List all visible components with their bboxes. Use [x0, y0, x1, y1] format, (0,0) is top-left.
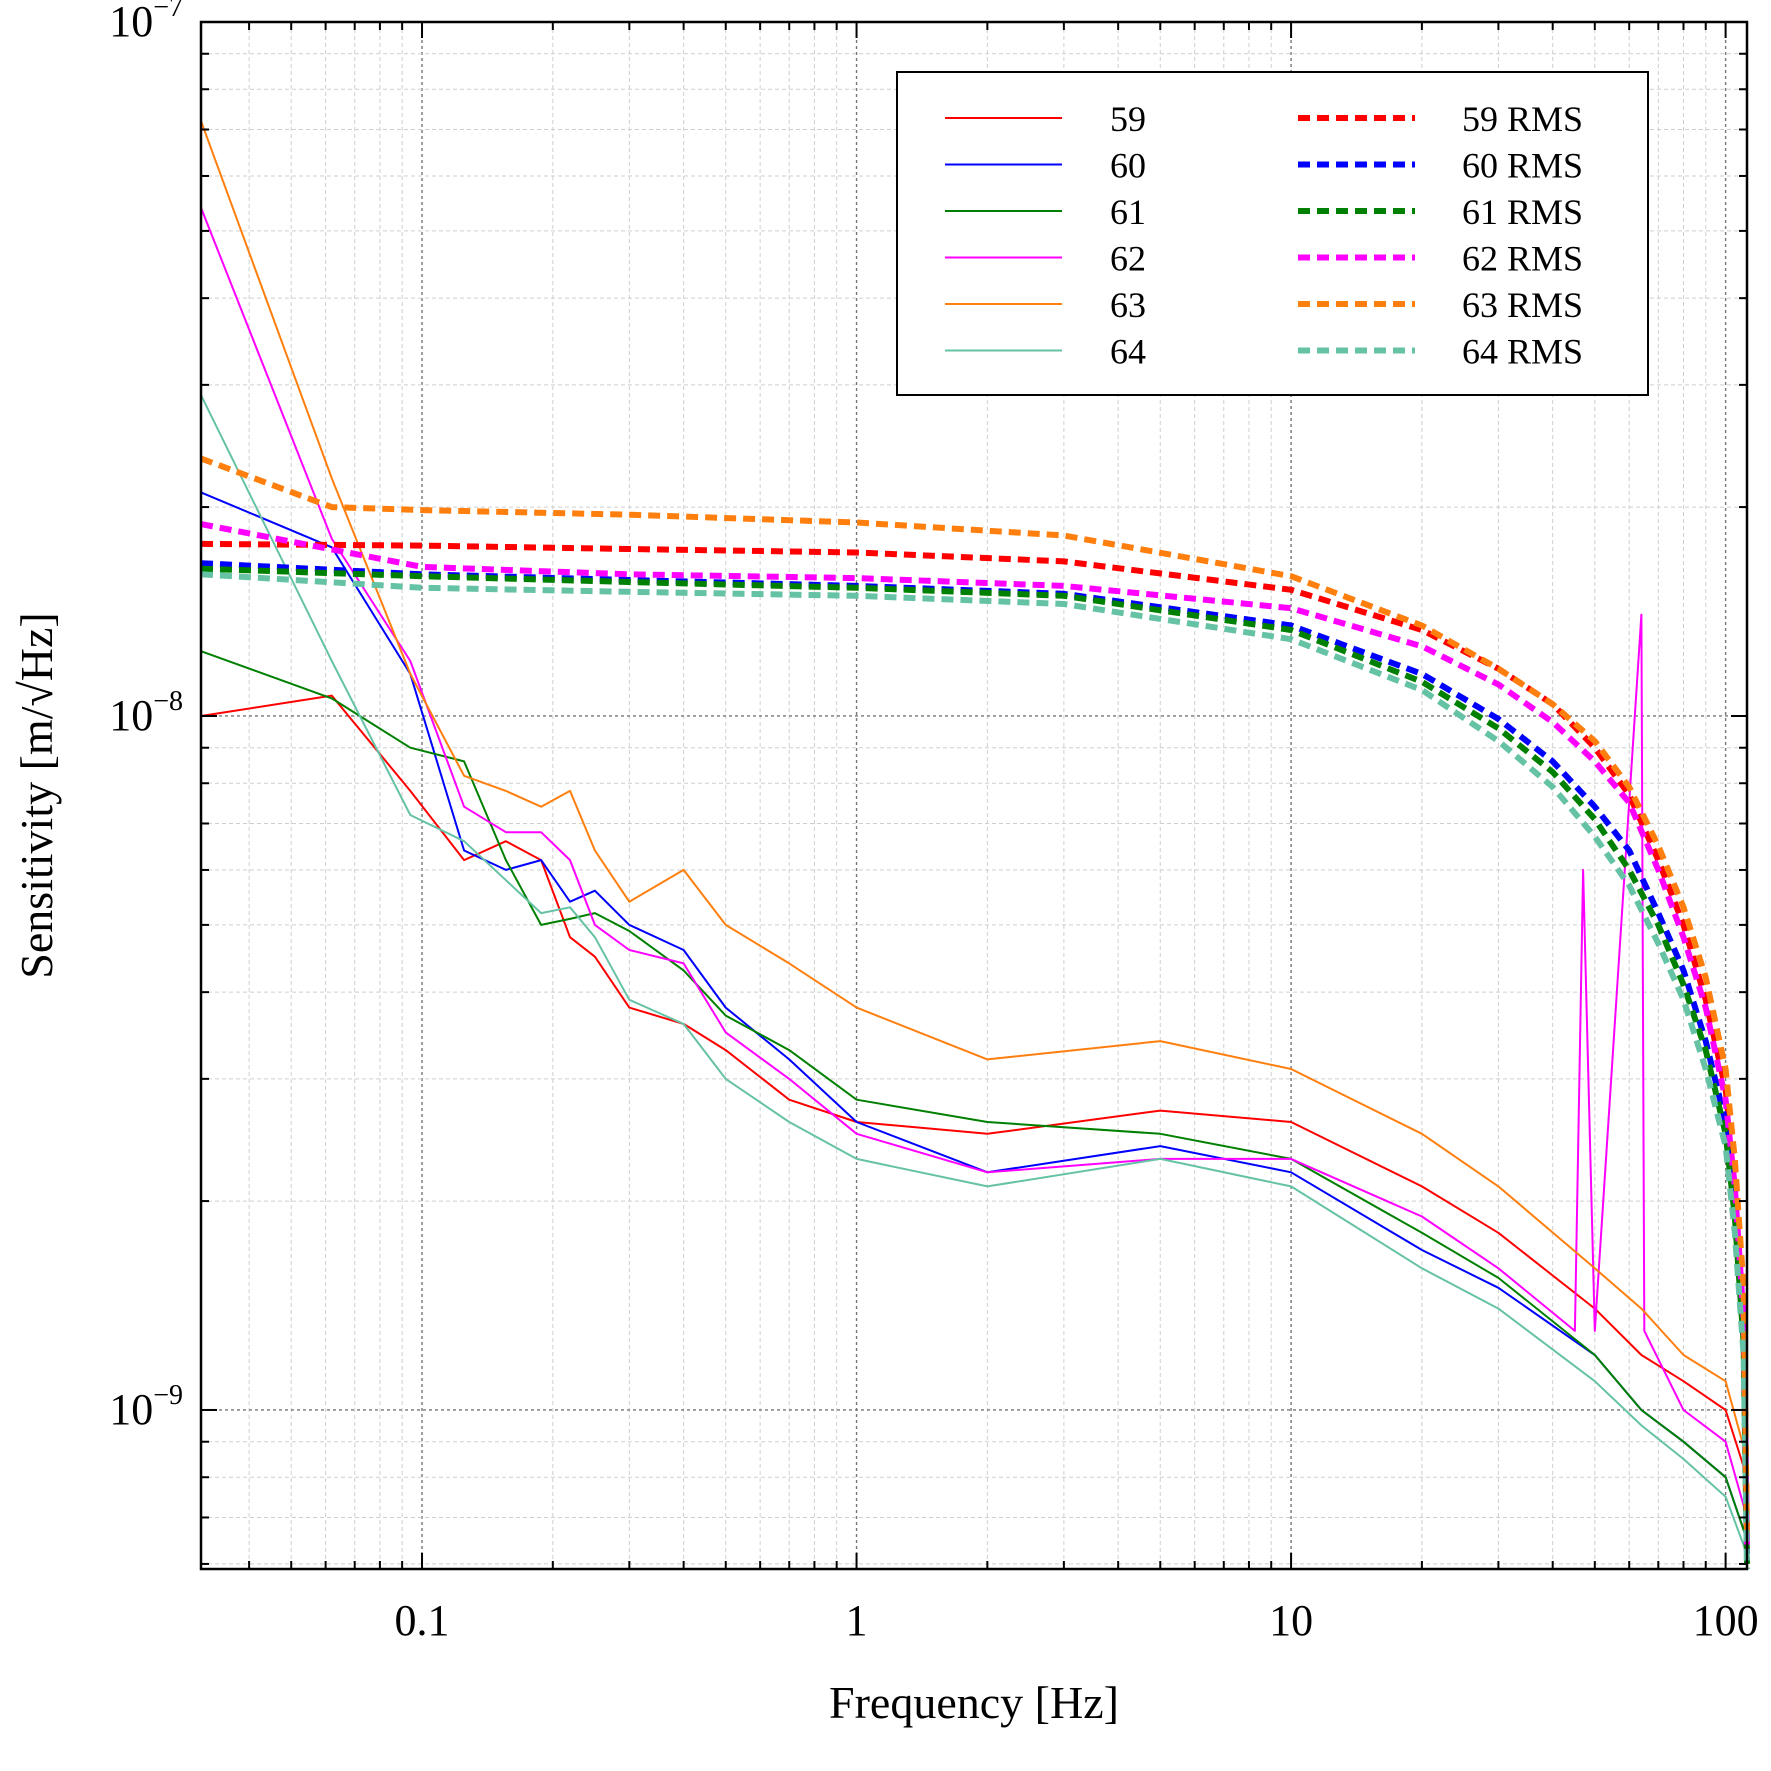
- series-line-63-rms: [199, 455, 1750, 1536]
- series-line-64-rms: [200, 571, 1750, 1570]
- legend-label: 60 RMS: [1462, 146, 1583, 186]
- legend-label: 60: [1110, 146, 1146, 186]
- legend-label: 62: [1110, 239, 1146, 279]
- series-line-64: [200, 394, 1748, 1555]
- series-line-62: [200, 207, 1748, 1518]
- x-tick-label: 100: [1693, 1596, 1759, 1645]
- x-tick-label: 1: [846, 1596, 868, 1645]
- plot-frame: [199, 20, 1749, 1571]
- y-tick-label-base: 10: [109, 0, 153, 46]
- y-tick-label-exponent: −8: [153, 686, 183, 717]
- series-line-61-rms: [200, 565, 1750, 1564]
- legend-label: 61 RMS: [1462, 192, 1583, 232]
- y-tick-label: 10−8: [109, 686, 183, 740]
- y-tick-label-base: 10: [109, 691, 153, 740]
- legend-label: 63: [1110, 285, 1146, 325]
- legend-label: 64 RMS: [1462, 332, 1583, 372]
- y-tick-label: 10−9: [109, 1380, 183, 1434]
- x-tick-label: 10: [1269, 1596, 1313, 1645]
- y-tick-label-base: 10: [109, 1385, 153, 1434]
- series-line-60: [200, 491, 1748, 1541]
- series-line-62-rms: [200, 521, 1750, 1545]
- series-line-63: [200, 120, 1748, 1460]
- legend-label: 59: [1110, 99, 1146, 139]
- x-axis-title: Frequency [Hz]: [829, 1677, 1119, 1728]
- legend: 59 60 61 62 63 64 59 RMS 60 RMS 61 RMS 62 RMS 63 R…: [896, 71, 1649, 396]
- legend-box: [896, 71, 1649, 396]
- y-axis-title: Sensitivity [m/√Hz]: [11, 612, 62, 978]
- plot-series: [199, 120, 1750, 1570]
- legend-label: 63 RMS: [1462, 285, 1583, 325]
- series-line-59: [200, 694, 1748, 1478]
- series-line-61: [200, 650, 1748, 1541]
- legend-label: 59 RMS: [1462, 99, 1583, 139]
- series-line-60-rms: [200, 560, 1750, 1555]
- x-tick-label: 0.1: [395, 1596, 450, 1645]
- y-tick-label-exponent: −7: [153, 0, 183, 23]
- legend-label: 61: [1110, 192, 1146, 232]
- legend-label: 64: [1110, 332, 1146, 372]
- legend-label: 62 RMS: [1462, 239, 1583, 279]
- y-tick-label: 10−7: [109, 0, 183, 46]
- y-tick-label-exponent: −9: [153, 1380, 183, 1411]
